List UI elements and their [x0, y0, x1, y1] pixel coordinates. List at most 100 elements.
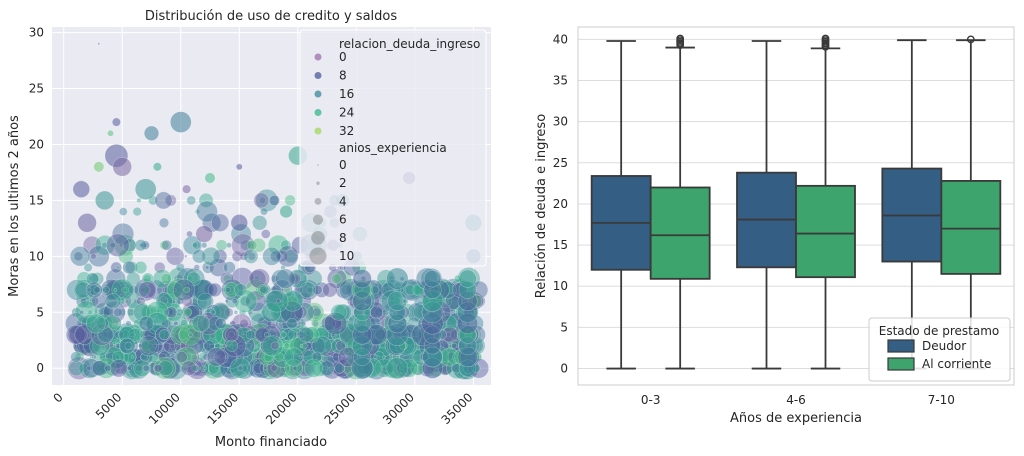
- scatter-point: [101, 308, 110, 317]
- scatter-point: [301, 342, 308, 349]
- scatter-point: [293, 346, 315, 368]
- scatter-point: [310, 341, 319, 350]
- scatter-point: [116, 285, 126, 295]
- scatter-point: [146, 342, 154, 350]
- scatter-point: [103, 315, 119, 332]
- scatter-point: [106, 329, 119, 341]
- scatter-point: [315, 334, 338, 357]
- scatter-point: [266, 358, 287, 379]
- scatter-point: [339, 329, 351, 341]
- scatter-highlight-point: [72, 180, 91, 198]
- scatter-point: [275, 298, 281, 304]
- scatter-point: [315, 288, 319, 292]
- scatter-point: [114, 349, 131, 365]
- scatter-point: [99, 362, 111, 374]
- scatter-point: [313, 354, 319, 360]
- scatter-point: [144, 324, 166, 346]
- boxplot-outlier: [966, 35, 975, 44]
- scatter-point: [164, 363, 173, 373]
- scatter-point: [185, 304, 201, 320]
- scatter-point: [95, 314, 114, 333]
- scatter-point: [240, 239, 252, 251]
- scatter-x-tick-label: 15000: [205, 390, 242, 427]
- scatter-point: [152, 308, 160, 316]
- scatter-point: [328, 313, 350, 334]
- scatter-point: [181, 347, 200, 367]
- scatter-point: [97, 326, 114, 343]
- scatter-point: [181, 365, 188, 372]
- scatter-point: [236, 348, 253, 366]
- scatter-point: [266, 302, 287, 323]
- scatter-point: [340, 284, 353, 296]
- scatter-point: [140, 353, 148, 361]
- scatter-point: [88, 284, 101, 296]
- boxplot-legend-label: Al corriente: [922, 357, 991, 371]
- scatter-point: [230, 331, 236, 338]
- scatter-point: [139, 243, 144, 248]
- boxplot-y-tick-label: 30: [553, 115, 568, 129]
- scatter-point: [247, 252, 256, 261]
- scatter-point: [296, 359, 315, 377]
- scatter-point: [322, 338, 336, 353]
- scatter-point: [187, 306, 200, 319]
- scatter-point: [184, 302, 204, 322]
- scatter-point: [332, 359, 351, 378]
- scatter-point: [229, 320, 237, 327]
- scatter-point: [298, 361, 312, 376]
- scatter-point: [150, 341, 158, 350]
- scatter-point: [229, 333, 232, 337]
- scatter-point: [197, 352, 207, 362]
- scatter-point: [76, 337, 94, 355]
- scatter-point: [102, 286, 110, 294]
- scatter-point: [334, 269, 352, 288]
- scatter-point: [386, 357, 409, 380]
- scatter-point: [126, 308, 135, 317]
- scatter-point: [325, 329, 336, 340]
- scatter-point: [274, 359, 293, 378]
- boxplot-y-tick-label: 5: [560, 320, 568, 334]
- scatter-point: [228, 331, 235, 339]
- scatter-point: [146, 333, 150, 337]
- scatter-point: [181, 295, 193, 307]
- scatter-point: [74, 340, 84, 351]
- scatter-point: [280, 292, 298, 310]
- scatter-point: [231, 329, 241, 340]
- scatter-point: [204, 361, 219, 376]
- scatter-legend-size-marker: [317, 164, 319, 166]
- scatter-point: [82, 366, 87, 370]
- scatter-point: [327, 341, 337, 351]
- scatter-highlight-point: [230, 214, 249, 232]
- scatter-point: [255, 282, 271, 298]
- scatter-point: [97, 327, 111, 342]
- boxplot-y-tick-label: 0: [560, 362, 568, 376]
- scatter-y-axis-label: Moras en los ultimos 2 años: [7, 115, 22, 297]
- scatter-highlight-point: [93, 161, 105, 173]
- scatter-point: [371, 348, 389, 366]
- scatter-point: [158, 329, 170, 341]
- scatter-point: [183, 307, 193, 317]
- scatter-point: [167, 332, 172, 337]
- scatter-point: [220, 356, 244, 380]
- scatter-point: [215, 346, 238, 368]
- scatter-point: [245, 329, 256, 340]
- scatter-point: [226, 323, 250, 347]
- scatter-point: [176, 346, 198, 368]
- scatter-legend-box: [299, 29, 487, 267]
- scatter-point: [404, 351, 415, 363]
- scatter-point: [377, 282, 393, 298]
- scatter-point: [183, 330, 193, 340]
- scatter-point: [263, 351, 274, 363]
- scatter-point: [249, 268, 270, 289]
- scatter-point: [138, 315, 154, 331]
- scatter-point: [119, 338, 135, 354]
- scatter-point: [104, 279, 127, 301]
- scatter-point: [265, 329, 277, 341]
- scatter-point: [256, 331, 263, 339]
- scatter-point: [205, 265, 210, 270]
- scatter-point: [330, 359, 348, 377]
- scatter-point: [237, 332, 242, 337]
- scatter-point: [118, 248, 134, 264]
- scatter-point: [321, 357, 344, 380]
- scatter-point: [73, 251, 83, 261]
